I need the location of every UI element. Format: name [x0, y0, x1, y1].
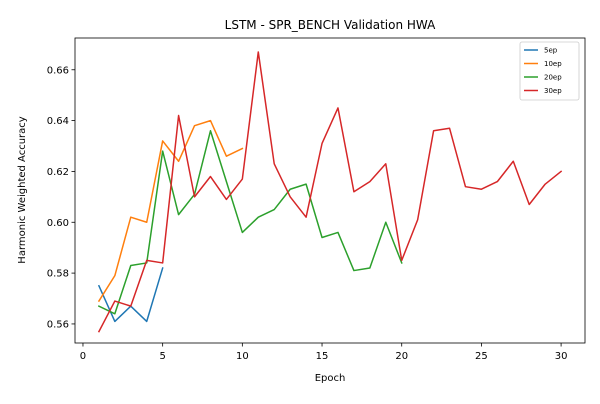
x-tick-label: 0 [80, 351, 86, 362]
x-tick-label: 30 [555, 351, 568, 362]
x-tick-label: 5 [159, 351, 165, 362]
y-tick-label: 0.60 [47, 218, 69, 229]
y-axis-title: Harmonic Weighted Accuracy [17, 116, 28, 263]
legend-label-10ep: 10ep [544, 60, 562, 68]
legend-label-20ep: 20ep [544, 74, 562, 82]
series-line-20ep [97, 130, 403, 315]
y-tick-label: 0.56 [47, 319, 69, 330]
x-tick-label: 10 [236, 351, 249, 362]
chart-title: LSTM - SPR_BENCH Validation HWA [225, 18, 436, 32]
legend-label-30ep: 30ep [544, 87, 562, 95]
plot-frame [74, 37, 586, 344]
x-tick-label: 20 [395, 351, 408, 362]
series-line-10ep [97, 119, 244, 303]
legend-label-5ep: 5ep [544, 47, 558, 55]
plot-lines [97, 51, 563, 333]
x-axis-title: Epoch [315, 373, 346, 384]
y-tick-label: 0.62 [47, 167, 69, 178]
y-tick-label: 0.64 [47, 116, 69, 127]
series-line-30ep [97, 51, 563, 333]
y-tick-label: 0.58 [47, 269, 69, 280]
legend: 5ep 10ep 20ep 30ep [519, 41, 580, 101]
x-tick-label: 15 [316, 351, 329, 362]
x-tick-label: 25 [475, 351, 488, 362]
y-tick-label: 0.66 [47, 65, 69, 76]
legend-box [519, 41, 580, 101]
axes: 0 5 10 15 20 25 30 0.56 0.58 0.60 0.62 0.64 0.66 [47, 37, 586, 362]
